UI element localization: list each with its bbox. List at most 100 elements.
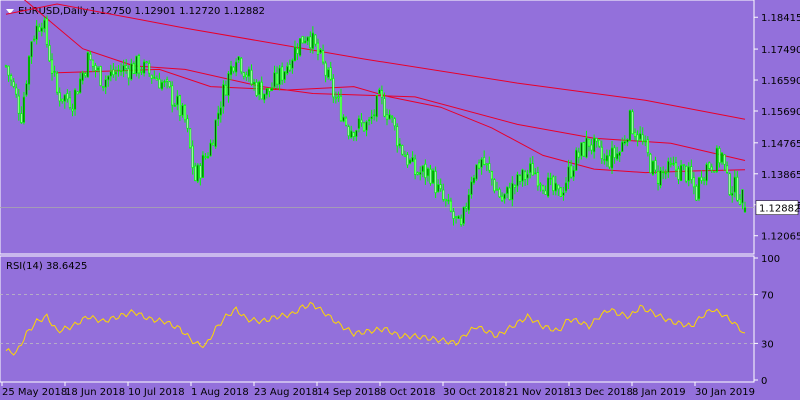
candle-body	[260, 81, 263, 100]
candle-body	[240, 57, 243, 73]
candle-body	[705, 164, 708, 182]
current-price-marker: 1.12882	[755, 200, 800, 215]
date-tick-label: 18 Jun 2018	[65, 387, 125, 398]
candle-body	[718, 148, 721, 164]
candle-body	[434, 170, 437, 194]
candle-body	[518, 175, 522, 182]
candle-body	[4, 65, 8, 68]
rsi-panel-frame	[0, 255, 755, 383]
candle-body	[623, 141, 626, 144]
candle-body	[708, 162, 711, 169]
moving-average-line	[57, 68, 746, 174]
candle-body	[610, 147, 614, 169]
candle-body	[687, 166, 690, 181]
candle-body	[654, 160, 657, 171]
candle-body	[206, 156, 210, 158]
candle-body	[71, 108, 74, 112]
candle-body	[414, 158, 417, 175]
candle-body	[61, 98, 64, 102]
candle-body	[201, 154, 204, 178]
candle-body	[552, 176, 555, 192]
candle-body	[360, 119, 363, 124]
candle-body	[319, 49, 322, 54]
candle-body	[153, 76, 156, 79]
candle-body	[442, 189, 445, 200]
candle-body	[209, 142, 212, 157]
date-tick-label: 1 Aug 2018	[191, 387, 249, 398]
candle-body	[598, 139, 601, 147]
candle-body	[559, 187, 562, 197]
candle-body	[79, 78, 82, 94]
candle-body	[327, 69, 330, 78]
candle-body	[567, 166, 570, 183]
candle-body	[142, 61, 146, 74]
candle-body	[388, 114, 391, 120]
candle-body	[288, 63, 291, 71]
candle-body	[247, 68, 251, 77]
candle-body	[160, 81, 164, 90]
candle-body	[176, 95, 179, 106]
candle-body	[219, 107, 222, 116]
candle-body	[723, 154, 726, 165]
candle-body	[616, 153, 619, 160]
candle-body	[539, 183, 542, 186]
candle-body	[148, 62, 151, 74]
candle-body	[429, 168, 432, 184]
candle-body	[373, 114, 376, 117]
candle-body	[669, 162, 672, 165]
candle-body	[406, 154, 409, 166]
candle-body	[183, 104, 187, 121]
candle-body	[380, 90, 383, 98]
candle-body	[447, 199, 450, 202]
candle-body	[477, 162, 481, 169]
candle-body	[554, 182, 557, 192]
candle-body	[298, 37, 302, 56]
rsi-tick-label: 30	[761, 339, 774, 350]
candle-body	[506, 186, 509, 195]
candle-body	[84, 73, 87, 77]
candle-body	[214, 119, 217, 148]
candle-body	[150, 74, 153, 79]
candle-body	[713, 170, 716, 173]
candle-body	[396, 126, 399, 147]
candle-body	[564, 182, 568, 192]
candle-body	[618, 151, 621, 157]
candle-body	[421, 165, 424, 172]
date-tick-label: 25 May 2018	[2, 387, 67, 398]
price-tick-label: 1.18415	[761, 13, 800, 24]
candle-body	[199, 165, 202, 179]
candle-body	[631, 111, 634, 135]
candle-body	[656, 170, 660, 184]
candle-body	[362, 122, 366, 132]
candle-body	[577, 151, 580, 158]
candle-body	[81, 72, 84, 82]
symbol-dropdown-icon[interactable]	[6, 9, 14, 14]
candle-body	[165, 79, 169, 82]
candle-body	[17, 95, 20, 114]
candle-body	[587, 138, 591, 147]
candle-body	[217, 112, 220, 120]
candle-body	[603, 158, 606, 161]
candle-body	[38, 26, 41, 32]
candle-body	[194, 165, 197, 181]
price-tick-label: 1.13865	[761, 170, 800, 181]
candle-body	[562, 192, 565, 196]
price-tick-label: 1.17490	[761, 45, 800, 56]
candle-body	[268, 87, 271, 92]
candle-body	[682, 164, 685, 166]
candle-body	[644, 140, 647, 143]
candle-body	[452, 211, 455, 219]
candle-body	[649, 153, 652, 174]
candle-body	[173, 104, 176, 107]
candle-body	[245, 74, 248, 78]
candle-body	[20, 113, 23, 123]
symbol-label: EURUSD,Daily	[18, 6, 89, 17]
candle-body	[25, 83, 28, 96]
candle-body	[132, 63, 135, 75]
price-tick-label: 1.16590	[761, 76, 800, 87]
candle-body	[291, 59, 294, 69]
candle-body	[96, 67, 100, 71]
candle-body	[702, 178, 706, 181]
candle-body	[600, 146, 603, 159]
